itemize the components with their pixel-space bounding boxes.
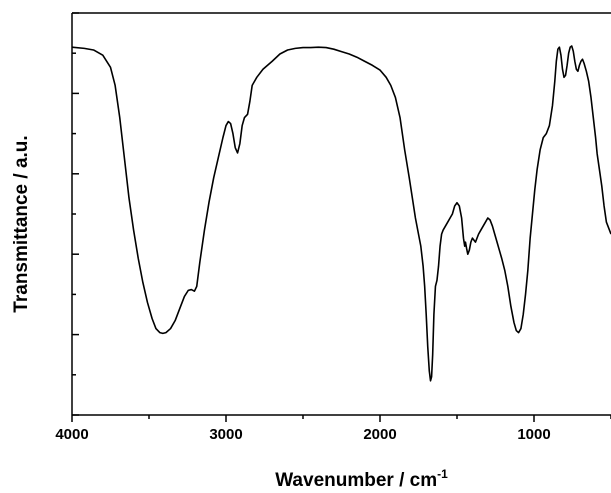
x-tick-label: 1000 [517,426,550,443]
series-layer [71,45,611,382]
plot-frame [71,12,611,416]
x-axis-title: Wavenumber / cm-1 [275,467,448,491]
x-axis-title-main: Wavenumber / cm [275,470,437,491]
x-tick-label: 4000 [55,426,88,443]
y-axis-ticks [72,12,79,416]
x-axis-title-superscript: -1 [437,467,448,481]
x-tick-label: 2000 [363,426,396,443]
y-axis-title: Transmittance / a.u. [11,135,32,312]
x-axis-ticks: 4000 3000 2000 1000 [55,415,611,443]
x-tick-label: 3000 [209,426,242,443]
spectrum-line [71,45,611,382]
